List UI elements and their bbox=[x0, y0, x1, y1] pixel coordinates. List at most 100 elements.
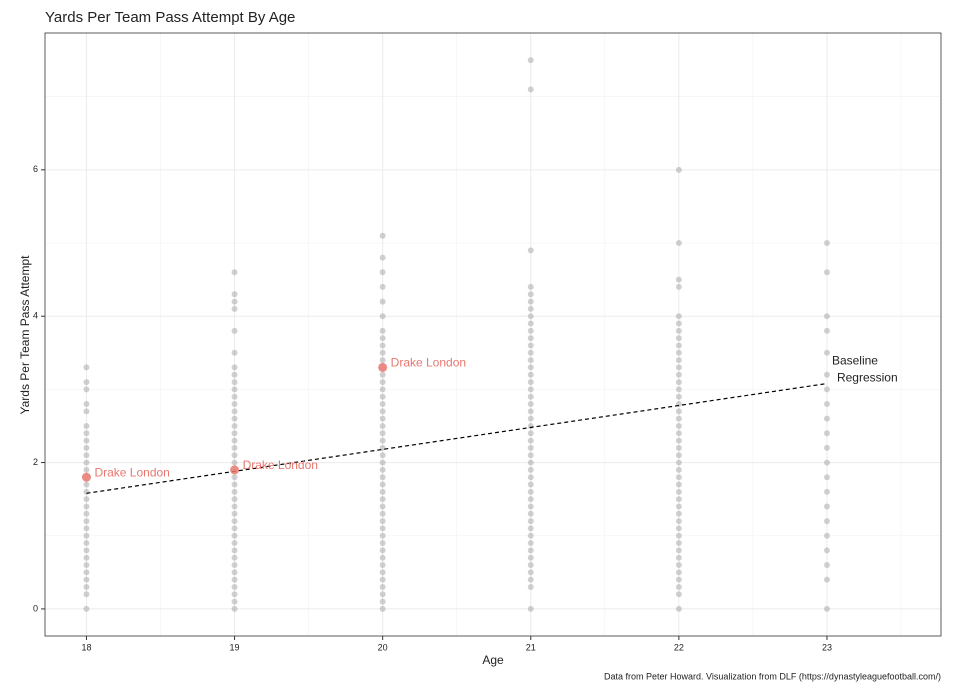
data-point bbox=[527, 488, 534, 495]
x-tick-label: 21 bbox=[526, 642, 536, 652]
data-point bbox=[83, 583, 90, 590]
data-point bbox=[675, 510, 682, 517]
data-point bbox=[675, 518, 682, 525]
data-point bbox=[379, 510, 386, 517]
y-axis-label: Yards Per Team Pass Attempt bbox=[18, 255, 32, 415]
data-point bbox=[675, 342, 682, 349]
data-point bbox=[527, 313, 534, 320]
data-point bbox=[83, 576, 90, 583]
data-point bbox=[823, 415, 830, 422]
data-point bbox=[83, 430, 90, 437]
data-point bbox=[231, 305, 238, 312]
data-point bbox=[231, 437, 238, 444]
data-point bbox=[823, 474, 830, 481]
data-point bbox=[231, 371, 238, 378]
data-point bbox=[379, 488, 386, 495]
data-point bbox=[231, 488, 238, 495]
data-point bbox=[527, 503, 534, 510]
data-point bbox=[823, 488, 830, 495]
data-point bbox=[675, 547, 682, 554]
data-point bbox=[231, 422, 238, 429]
data-point bbox=[379, 283, 386, 290]
data-point bbox=[231, 532, 238, 539]
data-point bbox=[379, 298, 386, 305]
data-point bbox=[231, 525, 238, 532]
data-point bbox=[527, 357, 534, 364]
data-point bbox=[675, 283, 682, 290]
data-point bbox=[675, 393, 682, 400]
data-point bbox=[231, 349, 238, 356]
data-point bbox=[527, 474, 534, 481]
annotation: Regression bbox=[837, 371, 898, 385]
data-point bbox=[527, 605, 534, 612]
data-point bbox=[527, 569, 534, 576]
data-point bbox=[675, 422, 682, 429]
data-point bbox=[231, 518, 238, 525]
data-point bbox=[527, 386, 534, 393]
data-point bbox=[675, 554, 682, 561]
data-point bbox=[527, 283, 534, 290]
data-point bbox=[379, 430, 386, 437]
data-point bbox=[379, 422, 386, 429]
data-point bbox=[231, 598, 238, 605]
data-point bbox=[83, 569, 90, 576]
data-point bbox=[83, 444, 90, 451]
data-point bbox=[231, 503, 238, 510]
data-point bbox=[675, 532, 682, 539]
data-point bbox=[379, 386, 386, 393]
data-point bbox=[823, 444, 830, 451]
data-point bbox=[231, 444, 238, 451]
data-point bbox=[527, 379, 534, 386]
data-point bbox=[379, 583, 386, 590]
data-point bbox=[231, 562, 238, 569]
data-point bbox=[231, 415, 238, 422]
data-point bbox=[231, 452, 238, 459]
data-point bbox=[231, 547, 238, 554]
data-point bbox=[527, 525, 534, 532]
data-point bbox=[823, 459, 830, 466]
data-point bbox=[83, 605, 90, 612]
data-point bbox=[527, 444, 534, 451]
data-point bbox=[527, 583, 534, 590]
data-point bbox=[379, 342, 386, 349]
data-point bbox=[379, 335, 386, 342]
data-point bbox=[823, 349, 830, 356]
data-point bbox=[675, 276, 682, 283]
data-point bbox=[83, 525, 90, 532]
data-point bbox=[823, 269, 830, 276]
data-point bbox=[379, 525, 386, 532]
data-point bbox=[379, 598, 386, 605]
x-tick-label: 22 bbox=[674, 642, 684, 652]
data-point bbox=[379, 540, 386, 547]
data-point bbox=[231, 430, 238, 437]
x-tick-label: 20 bbox=[378, 642, 388, 652]
y-tick-label: 0 bbox=[33, 603, 38, 613]
data-point bbox=[527, 576, 534, 583]
data-point bbox=[83, 437, 90, 444]
data-point bbox=[527, 401, 534, 408]
data-point bbox=[527, 415, 534, 422]
data-point bbox=[379, 254, 386, 261]
data-point bbox=[379, 554, 386, 561]
data-point bbox=[83, 510, 90, 517]
data-point bbox=[83, 408, 90, 415]
data-point bbox=[527, 371, 534, 378]
data-point bbox=[823, 576, 830, 583]
data-point bbox=[231, 496, 238, 503]
data-point bbox=[83, 466, 90, 473]
data-point bbox=[379, 569, 386, 576]
data-point bbox=[675, 452, 682, 459]
data-point bbox=[231, 459, 238, 466]
data-point bbox=[527, 422, 534, 429]
data-point bbox=[527, 430, 534, 437]
data-point bbox=[675, 166, 682, 173]
data-point bbox=[83, 562, 90, 569]
data-point bbox=[379, 547, 386, 554]
data-point bbox=[527, 532, 534, 539]
data-point bbox=[231, 510, 238, 517]
data-point bbox=[823, 430, 830, 437]
data-point bbox=[675, 335, 682, 342]
data-point bbox=[527, 247, 534, 254]
data-point bbox=[675, 583, 682, 590]
